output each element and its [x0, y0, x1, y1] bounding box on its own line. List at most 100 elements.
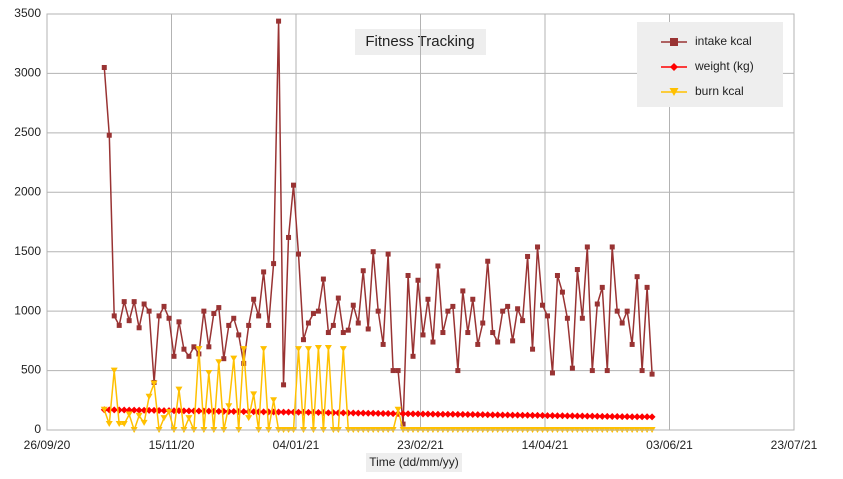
data-point: [256, 313, 262, 319]
data-point: [445, 308, 451, 314]
data-point: [141, 301, 147, 307]
data-point: [106, 132, 112, 138]
data-point: [310, 311, 316, 317]
data-point: [270, 397, 278, 404]
data-point: [195, 346, 203, 353]
data-point: [544, 313, 550, 319]
data-point: [399, 410, 407, 418]
data-point: [505, 303, 511, 309]
data-point: [110, 367, 118, 374]
data-point: [584, 244, 590, 250]
data-point: [619, 320, 625, 326]
data-point: [470, 296, 476, 302]
x-tick-label: 23/02/21: [397, 438, 444, 452]
data-point: [131, 299, 137, 305]
data-point: [400, 421, 406, 427]
data-point: [260, 346, 268, 353]
data-point: [165, 409, 173, 416]
data-point: [599, 284, 605, 290]
data-point: [225, 403, 233, 410]
data-point: [540, 302, 546, 308]
data-point: [166, 315, 172, 321]
data-point: [136, 325, 142, 331]
data-point: [629, 341, 635, 347]
data-point: [201, 308, 207, 314]
data-point: [644, 284, 650, 290]
data-point: [150, 406, 158, 414]
data-point: [146, 308, 152, 314]
data-point: [176, 319, 182, 325]
data-point: [315, 308, 321, 314]
data-point: [634, 274, 640, 280]
data-point: [251, 296, 257, 302]
data-point: [120, 421, 128, 428]
data-point: [618, 413, 626, 421]
data-point: [161, 303, 167, 309]
data-point: [185, 407, 193, 415]
data-point: [455, 368, 461, 374]
data-point: [135, 412, 143, 419]
data-point: [304, 408, 312, 416]
data-point: [115, 421, 123, 428]
data-point: [385, 251, 391, 257]
data-point: [469, 411, 477, 419]
data-point: [499, 411, 507, 419]
legend-label: burn kcal: [695, 84, 744, 98]
data-point: [609, 244, 615, 250]
data-point: [291, 182, 297, 188]
data-point: [440, 330, 446, 336]
data-point: [515, 306, 521, 312]
x-axis-label: Time (dd/mm/yy): [369, 455, 459, 469]
data-point: [420, 332, 426, 338]
data-point: [221, 356, 227, 362]
data-point: [649, 371, 655, 377]
data-point: [643, 413, 651, 421]
data-point: [354, 409, 362, 417]
data-point: [563, 412, 571, 420]
series-line: [103, 21, 653, 425]
data-point: [593, 412, 601, 420]
data-point: [490, 330, 496, 336]
data-point: [246, 322, 252, 328]
data-point: [206, 344, 212, 350]
data-point: [520, 318, 526, 324]
data-point: [485, 258, 491, 264]
data-point: [573, 412, 581, 420]
data-point: [125, 411, 133, 418]
data-point: [460, 288, 466, 294]
data-point: [380, 341, 386, 347]
data-point: [543, 412, 551, 420]
data-point: [181, 346, 187, 352]
data-point: [365, 326, 371, 332]
data-point: [231, 315, 237, 321]
data-point: [549, 370, 555, 376]
data-point: [205, 369, 213, 376]
data-point: [539, 411, 547, 419]
data-point: [525, 253, 531, 259]
data-point: [305, 320, 311, 326]
data-point: [345, 327, 351, 333]
data-point: [628, 413, 636, 421]
data-point: [394, 406, 402, 413]
data-point: [484, 411, 492, 419]
data-point: [126, 318, 132, 324]
data-point: [215, 359, 223, 366]
data-point: [335, 295, 341, 301]
data-point: [409, 410, 417, 418]
data-point: [578, 412, 586, 420]
data-point: [568, 412, 576, 420]
y-tick-label: 1000: [14, 303, 41, 317]
data-point: [509, 411, 517, 419]
y-tick-label: 3000: [14, 66, 41, 80]
data-point: [320, 276, 326, 282]
data-point: [330, 322, 336, 328]
y-tick-label: 500: [21, 363, 41, 377]
x-tick-label: 04/01/21: [273, 438, 320, 452]
data-point: [569, 365, 575, 371]
data-point: [186, 353, 192, 359]
data-point: [271, 261, 277, 267]
data-point: [414, 410, 422, 418]
data-point: [156, 313, 162, 319]
data-point: [340, 330, 346, 336]
data-point: [548, 412, 556, 420]
